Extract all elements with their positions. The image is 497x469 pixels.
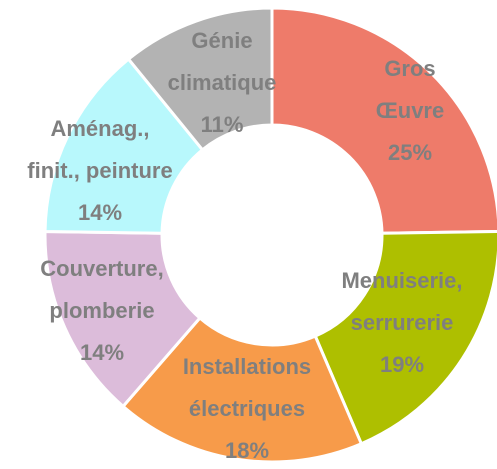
value-label: 18%: [225, 438, 269, 463]
category-label: Œuvre: [376, 98, 444, 123]
category-label: Installations: [183, 354, 311, 379]
category-label: Menuiserie,: [341, 268, 462, 293]
category-label: Génie: [191, 28, 252, 53]
value-label: 19%: [380, 352, 424, 377]
category-label: électriques: [189, 396, 305, 421]
donut-segment: [126, 6, 274, 152]
category-label: climatique: [168, 70, 277, 95]
donut-segment: [43, 229, 202, 409]
category-label: finit., peinture: [27, 158, 172, 183]
category-label: Aménag.,: [50, 116, 149, 141]
value-label: 14%: [78, 200, 122, 225]
donut-segment: [313, 230, 497, 446]
value-label: 25%: [388, 140, 432, 165]
category-label: plomberie: [49, 298, 154, 323]
donut-segment: [270, 6, 497, 235]
donut-segment: [120, 315, 364, 464]
value-label: 11%: [201, 112, 244, 137]
category-label: serrurerie: [351, 310, 454, 335]
value-label: 14%: [80, 340, 124, 365]
category-label: Couverture,: [40, 256, 163, 281]
category-label: Gros: [384, 56, 435, 81]
